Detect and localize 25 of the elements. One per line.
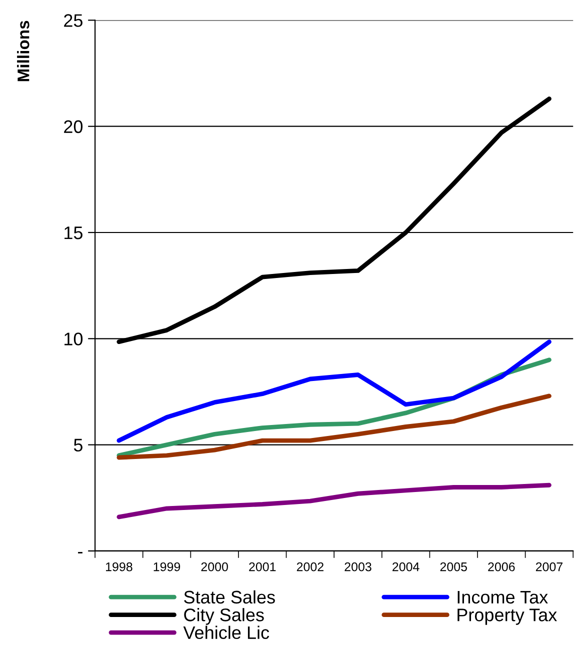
x-tick-label: 2006: [488, 562, 515, 572]
y-axis-title: Millions: [17, 20, 30, 82]
legend-label: City Sales: [184, 608, 264, 625]
y-tick-label: 15: [64, 226, 82, 240]
legend-label: Income Tax: [458, 590, 548, 604]
legend-label: Vehicle Lic: [183, 626, 270, 640]
x-tick-label: 2004: [392, 562, 420, 572]
y-tick-label: 10: [64, 332, 83, 346]
line-series: [116, 394, 552, 460]
x-tick-label: 1999: [154, 562, 180, 572]
y-tick-label: 25: [64, 14, 82, 27]
line-series: [116, 482, 552, 520]
x-tick-label: 2002: [296, 562, 324, 572]
x-tick-label: 2005: [440, 562, 467, 572]
y-tick-label: 20: [64, 120, 83, 134]
x-tick-label: 2007: [536, 562, 562, 572]
legend-label: State Sales: [184, 590, 275, 604]
x-tick-label: 2000: [201, 562, 228, 572]
x-tick-label: 2003: [344, 562, 372, 572]
line-series: [116, 340, 552, 443]
y-tick-label: -: [78, 552, 82, 554]
x-tick-label: 2001: [249, 562, 276, 572]
legend-label: Property Tax: [458, 608, 557, 625]
x-tick-label: 1998: [106, 562, 132, 572]
y-tick-label: 5: [74, 438, 82, 452]
